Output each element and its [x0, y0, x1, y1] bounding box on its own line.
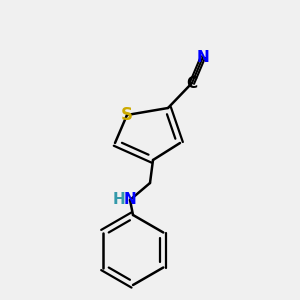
Text: S: S — [121, 106, 133, 124]
Text: C: C — [186, 76, 198, 91]
Text: N: N — [196, 50, 209, 64]
Text: H: H — [112, 193, 125, 208]
Text: N: N — [124, 193, 136, 208]
